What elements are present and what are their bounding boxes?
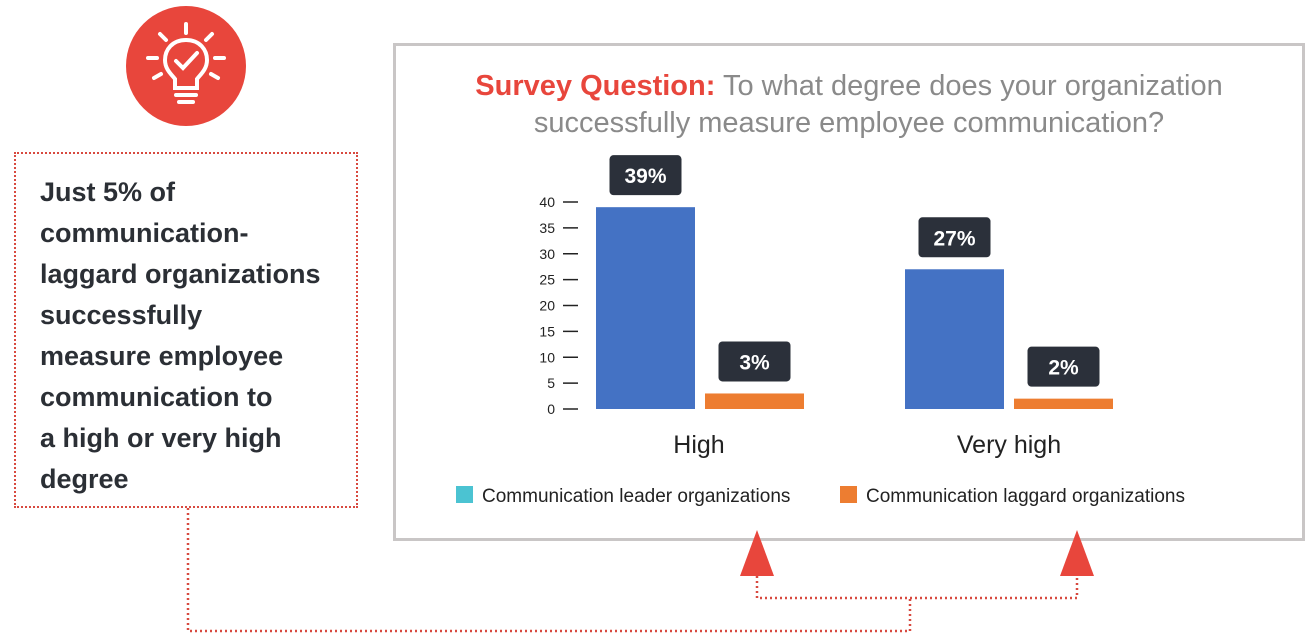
legend-label: Communication laggard organizations [866,486,1185,507]
y-tick-label: 25 [539,272,555,288]
y-tick-label: 30 [539,246,555,262]
data-label: 39% [624,165,666,188]
bar [1014,398,1113,409]
y-tick-label: 35 [539,220,555,236]
y-tick-label: 0 [547,401,555,417]
bar [905,269,1004,409]
callout-line: a high or very high [40,423,282,453]
data-label-box [609,155,682,196]
arrow-up-icon [740,530,774,576]
y-tick-label: 15 [539,323,555,339]
lightbulb-badge [126,6,246,126]
legend-swatch [456,486,473,503]
category-label: High [673,431,724,459]
legend-swatch [840,486,857,503]
data-label-box [918,217,991,258]
chart-panel: Survey Question: To what degree does you… [393,43,1305,541]
y-tick-label: 10 [539,349,555,365]
y-tick-label: 20 [539,298,555,314]
callout-line: measure employee [40,341,284,371]
data-label: 27% [933,227,975,250]
category-label: Very high [957,431,1061,459]
survey-question-lead: Survey Question: [475,70,716,102]
callout-line: communication to [40,382,273,412]
y-tick-label: 40 [539,194,555,210]
data-label: 3% [739,351,770,374]
callout-line: laggard organizations [40,259,321,289]
bar-chart: 0 5 10 15 20 25 30 35 40 39% 27% 3% 2% High Very high C… [456,155,1185,507]
callout-box: Just 5% of communication- laggard organi… [14,152,358,508]
legend-label: Communication leader organizations [482,486,790,507]
connector-line [755,576,1079,600]
callout-line: communication- [40,218,249,248]
data-label: 2% [1048,357,1079,380]
data-label-box [1027,346,1100,387]
survey-question: Survey Question: To what degree does you… [396,68,1302,142]
callout-line: Just 5% of [40,177,176,207]
y-tick-label: 5 [547,375,555,391]
callout-line: degree [40,464,129,494]
survey-question-text: To what degree does your organization su… [533,70,1223,139]
callout-line: successfully [40,300,203,330]
bar [705,393,804,409]
connector-line [186,508,912,633]
callout-text: Just 5% of communication- laggard organi… [40,172,350,500]
bar [596,207,695,409]
data-label-box [718,341,791,382]
lightbulb-check-icon [146,22,226,104]
arrow-up-icon [1060,530,1094,576]
